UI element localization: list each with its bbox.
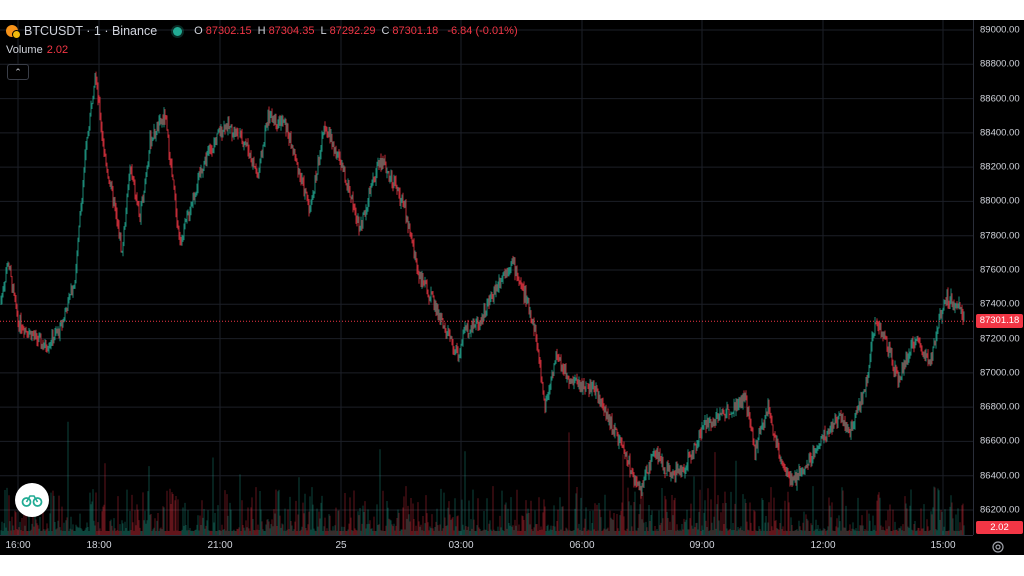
price-change: -6.84 (-0.01%) (447, 25, 518, 37)
time-axis[interactable]: 16:00 18:00 21:00 25 03:00 06:00 09:00 12:00 15:… (0, 535, 973, 555)
chart-settings-button[interactable] (991, 540, 1005, 554)
time-tick-label: 16:00 (5, 540, 31, 551)
price-tick-label: 86600.00 (980, 435, 1020, 447)
bitcoin-icon (6, 25, 21, 39)
price-tick-label: 89000.00 (980, 24, 1020, 36)
price-tick-label: 86800.00 (980, 401, 1020, 413)
volume-label: Volume (6, 44, 43, 56)
price-tick-label: 87000.00 (980, 367, 1020, 379)
chart-window: BTCUSDT · 1 · Binance O 87302.15 H 87304.3… (0, 20, 1024, 555)
price-tick-label: 88800.00 (980, 58, 1020, 70)
volume-value: 2.02 (46, 44, 69, 56)
symbol-legend: BTCUSDT · 1 · Binance O 87302.15 H 87304.3… (6, 24, 518, 39)
ohlc-values: O 87302.15 H 87304.35 L 87292.29 C 87301.18 (194, 25, 439, 37)
price-tick-label: 88200.00 (980, 161, 1020, 173)
price-tick-label: 87400.00 (980, 298, 1020, 310)
time-tick-label: 03:00 (448, 540, 474, 551)
price-tick-label: 86400.00 (980, 470, 1020, 482)
candles (0, 71, 965, 499)
symbol-label[interactable]: BTCUSDT · 1 · Binance (24, 24, 158, 38)
market-status-icon (173, 26, 183, 36)
price-axis[interactable]: 87301.18 2.02 89000.00 88800.00 88600.00 88… (973, 20, 1024, 535)
price-tick-label: 88000.00 (980, 195, 1020, 207)
volume-legend: Volume 2.02 (6, 44, 68, 56)
price-tick-label: 87600.00 (980, 264, 1020, 276)
price-tick-label: 88400.00 (980, 127, 1020, 139)
volume-bars (0, 421, 965, 535)
time-tick-label: 15:00 (930, 540, 956, 551)
chart-canvas[interactable] (0, 20, 973, 535)
chevron-up-icon: ⌃ (14, 67, 22, 77)
price-tick-label: 87800.00 (980, 230, 1020, 242)
time-tick-label: 25 (335, 540, 347, 551)
volume-tag: 2.02 (976, 521, 1023, 534)
price-tick-label: 86200.00 (980, 504, 1020, 516)
logo-glyph-icon (21, 495, 43, 507)
time-tick-label: 18:00 (86, 540, 112, 551)
collapse-legend-button[interactable]: ⌃ (7, 64, 29, 80)
price-tick-label: 87200.00 (980, 333, 1020, 345)
last-price-tag: 87301.18 (976, 314, 1023, 329)
time-tick-label: 09:00 (689, 540, 715, 551)
time-tick-label: 12:00 (810, 540, 836, 551)
time-tick-label: 21:00 (207, 540, 233, 551)
grid-lines (0, 20, 973, 535)
tradingview-logo-icon[interactable] (15, 483, 49, 517)
time-tick-label: 06:00 (569, 540, 595, 551)
gear-icon (992, 541, 1004, 553)
price-tick-label: 88600.00 (980, 93, 1020, 105)
